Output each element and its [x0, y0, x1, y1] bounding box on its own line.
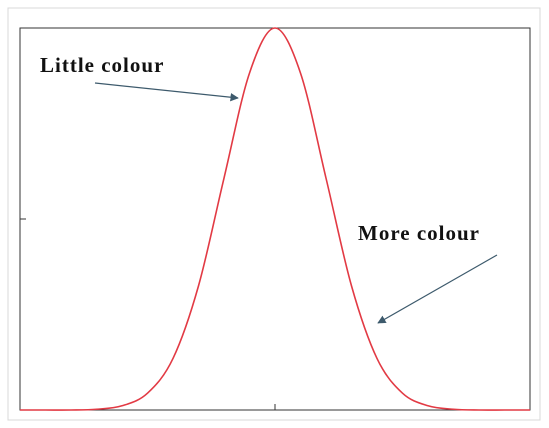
arrow — [94, 82, 239, 102]
frame — [7, 7, 541, 421]
curve — [20, 27, 530, 411]
plot-area — [19, 27, 531, 411]
marks — [20, 27, 530, 411]
arrow — [377, 254, 498, 324]
annotation: More colour — [358, 221, 480, 245]
annotation: Little colour — [40, 53, 164, 77]
